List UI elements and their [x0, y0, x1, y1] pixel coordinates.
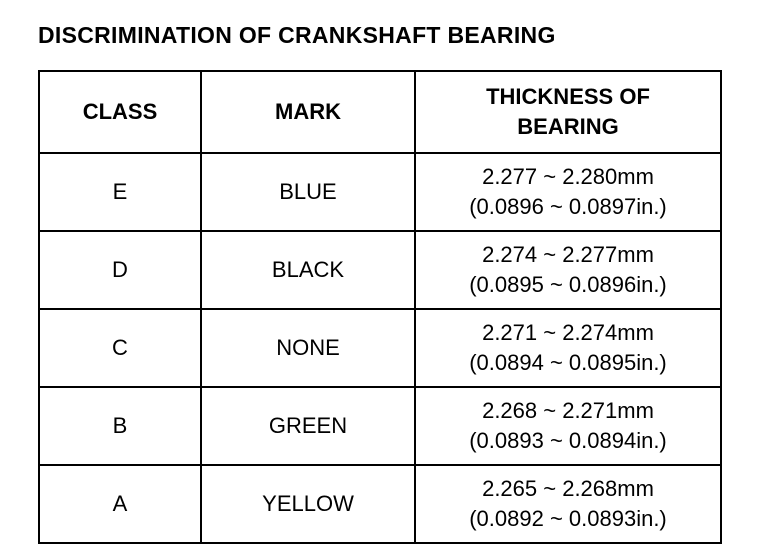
bearing-table: CLASS MARK THICKNESS OF BEARING E BLUE 2.277 … [38, 70, 722, 544]
table-row: B GREEN 2.268 ~ 2.271mm (0.0893 ~ 0.0894in.… [38, 386, 722, 466]
table-row: A YELLOW 2.265 ~ 2.268mm (0.0892 ~ 0.0893in… [38, 464, 722, 544]
table-row: D BLACK 2.274 ~ 2.277mm (0.0895 ~ 0.0896in.… [38, 230, 722, 310]
table-cell: A [38, 464, 202, 544]
table-cell: 2.268 ~ 2.271mm (0.0893 ~ 0.0894in.) [414, 386, 722, 466]
header-cell: THICKNESS OF BEARING [414, 70, 722, 154]
table-cell: 2.271 ~ 2.274mm (0.0894 ~ 0.0895in.) [414, 308, 722, 388]
table-cell: E [38, 152, 202, 232]
table-cell: B [38, 386, 202, 466]
table-cell: D [38, 230, 202, 310]
document-title: DISCRIMINATION OF CRANKSHAFT BEARING [38, 22, 556, 48]
cell-line: (0.0892 ~ 0.0893in.) [469, 506, 667, 531]
table-cell: 2.265 ~ 2.268mm (0.0892 ~ 0.0893in.) [414, 464, 722, 544]
cell-line: (0.0896 ~ 0.0897in.) [469, 194, 667, 219]
table-body: E BLUE 2.277 ~ 2.280mm (0.0896 ~ 0.0897in.)… [38, 152, 722, 544]
cell-line: 2.277 ~ 2.280mm [482, 164, 654, 189]
table-cell: NONE [200, 308, 416, 388]
table-cell: 2.277 ~ 2.280mm (0.0896 ~ 0.0897in.) [414, 152, 722, 232]
cell-line: (0.0895 ~ 0.0896in.) [469, 272, 667, 297]
table-cell: YELLOW [200, 464, 416, 544]
header-cell: MARK [200, 70, 416, 154]
table-cell: 2.274 ~ 2.277mm (0.0895 ~ 0.0896in.) [414, 230, 722, 310]
cell-line: 2.265 ~ 2.268mm [482, 476, 654, 501]
header-cell: CLASS [38, 70, 202, 154]
table-row: C NONE 2.271 ~ 2.274mm (0.0894 ~ 0.0895in.) [38, 308, 722, 388]
table-row: E BLUE 2.277 ~ 2.280mm (0.0896 ~ 0.0897in.) [38, 152, 722, 232]
header-row: CLASS MARK THICKNESS OF BEARING [38, 70, 722, 154]
table-cell: BLUE [200, 152, 416, 232]
cell-line: 2.274 ~ 2.277mm [482, 242, 654, 267]
table-header: CLASS MARK THICKNESS OF BEARING [38, 70, 722, 154]
cell-line: THICKNESS OF [486, 84, 650, 109]
cell-line: 2.268 ~ 2.271mm [482, 398, 654, 423]
cell-line: (0.0893 ~ 0.0894in.) [469, 428, 667, 453]
table-cell: BLACK [200, 230, 416, 310]
cell-line: BEARING [517, 114, 619, 139]
table-cell: C [38, 308, 202, 388]
cell-line: 2.271 ~ 2.274mm [482, 320, 654, 345]
table-cell: GREEN [200, 386, 416, 466]
cell-line: (0.0894 ~ 0.0895in.) [469, 350, 667, 375]
